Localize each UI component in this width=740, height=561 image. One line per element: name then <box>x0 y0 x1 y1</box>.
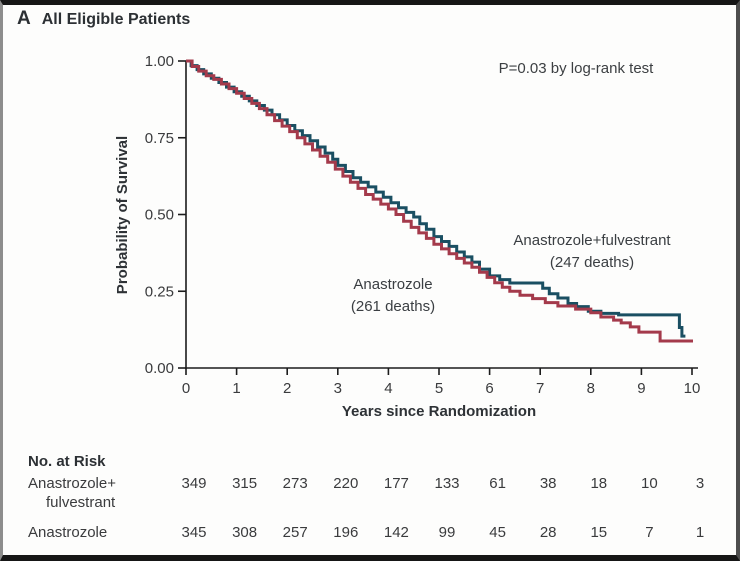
risk-counts-row-combo: 349 315 273 220 177 133 61 38 18 10 3 <box>0 475 740 495</box>
risk-count: 7 <box>645 524 654 541</box>
risk-count: 10 <box>641 475 658 492</box>
curve-label-anastrozole-fulvestrant: Anastrozole+fulvestrant (247 deaths) <box>472 230 712 274</box>
x-tick-label: 6 <box>485 380 493 397</box>
risk-count: 133 <box>434 475 460 492</box>
risk-count: 345 <box>181 524 207 541</box>
risk-count: 99 <box>438 524 456 541</box>
curve-label-name: Anastrozole <box>353 276 433 293</box>
risk-count: 349 <box>181 475 207 492</box>
risk-row-label-mono: Anastrozole <box>28 524 108 541</box>
risk-count: 142 <box>383 524 409 541</box>
risk-count: 273 <box>282 475 308 492</box>
risk-count: 177 <box>383 475 409 492</box>
risk-count: 61 <box>489 475 506 492</box>
x-axis-label: Years since Randomization <box>341 403 537 420</box>
risk-count: 45 <box>489 524 506 541</box>
risk-count: 196 <box>333 524 359 541</box>
survival-curve-anastrozole-fulvestrant <box>186 59 686 338</box>
x-tick-label: 0 <box>182 380 190 397</box>
risk-count: 18 <box>590 475 608 492</box>
risk-count: 1 <box>695 524 705 541</box>
panel-letter: A <box>17 8 31 29</box>
y-axis-label: Probability of Survival <box>114 135 131 295</box>
x-tick-label: 1 <box>232 380 240 397</box>
risk-count: 308 <box>232 524 258 541</box>
curve-label-name: Anastrozole+fulvestrant <box>513 232 671 249</box>
risk-counts-row-mono: 345 308 257 196 142 99 45 28 15 7 1 <box>0 524 740 544</box>
x-tick-label: 2 <box>283 380 291 397</box>
x-tick-label: 9 <box>637 380 645 397</box>
risk-count: 220 <box>333 475 359 492</box>
x-tick-label: 3 <box>334 380 342 397</box>
risk-table-header: No. at Risk <box>28 453 106 470</box>
y-tick-label: 0.50 <box>145 207 174 224</box>
pvalue-annotation: P=0.03 by log-rank test <box>498 60 654 77</box>
risk-count: 3 <box>695 475 705 492</box>
x-tick-label: 4 <box>384 380 392 397</box>
risk-count: 315 <box>232 475 258 492</box>
curve-label-deaths: (261 deaths) <box>350 298 436 315</box>
risk-count: 15 <box>590 524 608 541</box>
curve-label-anastrozole: Anastrozole (261 deaths) <box>273 274 513 318</box>
risk-count: 257 <box>282 524 308 541</box>
y-tick-label: 0.00 <box>145 360 174 377</box>
survival-curve-anastrozole <box>186 59 693 343</box>
x-tick-label: 5 <box>435 380 443 397</box>
panel-title: A All Eligible Patients <box>17 8 190 30</box>
risk-row-label-combo-line1: Anastrozole+ <box>28 475 116 492</box>
x-tick-label: 7 <box>536 380 544 397</box>
x-tick-label: 10 <box>684 380 701 397</box>
y-tick-label: 1.00 <box>145 53 174 70</box>
panel-title-text: All Eligible Patients <box>41 11 191 28</box>
curve-label-deaths: (247 deaths) <box>549 254 635 271</box>
risk-count: 28 <box>539 524 557 541</box>
risk-row-label-combo-line2: fulvestrant <box>46 494 116 511</box>
x-tick-label: 8 <box>587 380 595 397</box>
y-tick-label: 0.25 <box>145 283 174 300</box>
risk-count: 38 <box>539 475 557 492</box>
y-tick-label: 0.75 <box>145 130 174 147</box>
